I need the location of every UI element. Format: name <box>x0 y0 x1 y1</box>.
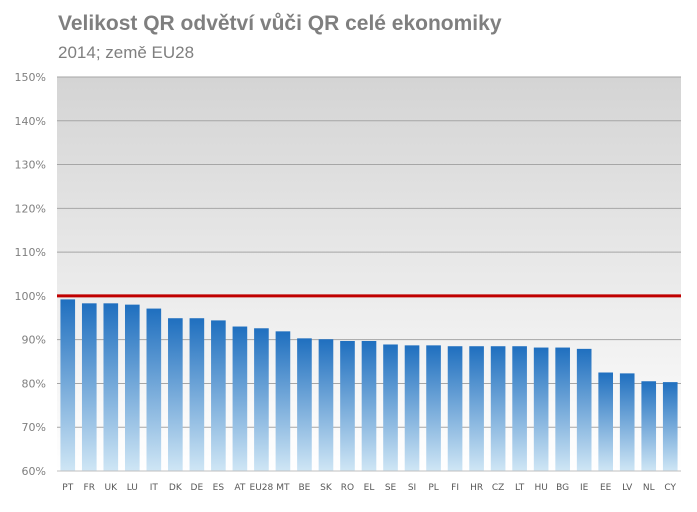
bar-cz <box>490 346 506 471</box>
y-tick-label: 140% <box>15 115 46 128</box>
x-tick-label: PL <box>428 483 438 493</box>
x-tick-label: AT <box>234 483 245 493</box>
bar-eu28 <box>254 328 269 471</box>
y-tick-label: 80% <box>22 377 46 390</box>
bar-si <box>404 345 420 471</box>
x-tick-label: CY <box>664 483 676 493</box>
bar-ie <box>576 348 592 471</box>
x-tick-label: DE <box>191 483 204 493</box>
x-tick-label: EU28 <box>250 483 274 493</box>
bar-it <box>146 308 162 471</box>
x-tick-label: UK <box>105 483 119 493</box>
x-tick-label: EL <box>364 483 375 493</box>
x-tick-label: MT <box>276 483 290 493</box>
bar-pt <box>60 299 76 471</box>
x-tick-label: HR <box>470 483 483 493</box>
x-tick-label: CZ <box>492 483 504 493</box>
bar-dk <box>168 318 183 471</box>
y-tick-label: 110% <box>15 246 46 259</box>
x-tick-label: IT <box>150 483 159 493</box>
bar-cy <box>662 382 678 471</box>
bar-hu <box>533 347 549 471</box>
bar-bg <box>555 347 570 471</box>
bar-el <box>361 340 377 471</box>
bar-lt <box>512 346 527 471</box>
bar-mt <box>275 331 291 471</box>
x-tick-label: FI <box>451 483 459 493</box>
chart-subtitle: 2014; země EU28 <box>58 43 195 62</box>
x-tick-label: DK <box>169 483 183 493</box>
x-tick-label: SK <box>320 483 333 493</box>
bar-ro <box>340 340 355 471</box>
x-tick-label: BG <box>556 483 569 493</box>
x-tick-label: PT <box>62 483 73 493</box>
bar-be <box>297 338 312 471</box>
bar-es <box>211 320 226 471</box>
y-tick-label: 130% <box>15 159 46 172</box>
bar-hr <box>469 346 484 471</box>
x-tick-label: ES <box>213 483 225 493</box>
bar-nl <box>641 381 657 471</box>
x-tick-label: BE <box>299 483 311 493</box>
bar-ee <box>598 372 613 471</box>
y-tick-label: 120% <box>15 202 46 215</box>
x-tick-label: EE <box>600 483 612 493</box>
x-tick-label: LU <box>127 483 138 493</box>
x-tick-label: FR <box>84 483 95 493</box>
bar-at <box>232 326 248 471</box>
bar-fi <box>447 346 463 471</box>
bar-fr <box>81 303 97 471</box>
bar-lv <box>619 373 635 471</box>
bar-lu <box>124 304 140 471</box>
y-tick-label: 60% <box>22 465 46 478</box>
x-tick-label: IE <box>580 483 589 493</box>
bar-de <box>189 318 205 471</box>
y-tick-label: 150% <box>15 71 46 84</box>
bar-sk <box>318 339 334 471</box>
bar-uk <box>103 303 119 471</box>
bar-se <box>383 344 398 471</box>
x-tick-label: NL <box>643 483 655 493</box>
bar-pl <box>426 345 441 471</box>
y-tick-label: 90% <box>22 334 46 347</box>
x-tick-label: LT <box>515 483 525 493</box>
y-tick-label: 70% <box>22 421 46 434</box>
x-tick-label: SI <box>408 483 416 493</box>
x-tick-label: LV <box>622 483 633 493</box>
x-tick-label: HU <box>534 483 547 493</box>
chart-title: Velikost QR odvětví vůči QR celé ekonomi… <box>58 12 502 35</box>
y-tick-label: 100% <box>15 290 46 303</box>
x-tick-label: SE <box>385 483 397 493</box>
x-tick-label: RO <box>341 483 354 493</box>
